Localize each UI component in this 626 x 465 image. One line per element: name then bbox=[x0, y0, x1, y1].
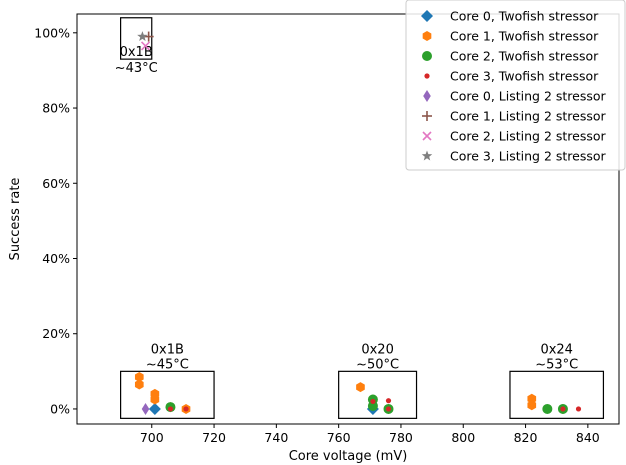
data-point bbox=[575, 406, 582, 412]
legend: Core 0, Twofish stressor Core 1, Twofish … bbox=[405, 0, 626, 171]
annotation-group: 0x1B~43°C bbox=[115, 17, 158, 76]
legend-frame bbox=[405, 0, 626, 171]
annotation-label: 0x1B bbox=[151, 342, 184, 357]
data-point bbox=[134, 371, 144, 382]
legend-entry: Core 1, Twofish stressor bbox=[422, 29, 599, 44]
x-axis-label: Core voltage (mV) bbox=[289, 449, 408, 464]
legend-entry: Core 1, Listing 2 stressor bbox=[422, 109, 607, 124]
y-tick-label: 80% bbox=[42, 101, 70, 116]
data-point bbox=[148, 402, 161, 415]
annotation-label: 0x24 bbox=[540, 342, 573, 357]
x-tick-label: 760 bbox=[327, 430, 351, 445]
annotation-temperature: ~53°C bbox=[535, 357, 578, 372]
legend-entry: Core 3, Twofish stressor bbox=[424, 69, 599, 84]
x-axis: 700 720 740 760 780 800 820 840 bbox=[140, 424, 600, 445]
x-tick-label: 840 bbox=[576, 430, 600, 445]
legend-marker bbox=[421, 150, 433, 161]
x-tick-label: 740 bbox=[264, 430, 288, 445]
annotation-box bbox=[509, 370, 605, 419]
legend-label: Core 3, Twofish stressor bbox=[450, 69, 599, 84]
legend-label: Core 0, Twofish stressor bbox=[450, 9, 599, 24]
legend-entry: Core 2, Twofish stressor bbox=[422, 49, 599, 64]
data-point bbox=[527, 393, 537, 404]
legend-label: Core 1, Twofish stressor bbox=[450, 29, 599, 44]
legend-marker bbox=[422, 131, 432, 141]
annotation-box bbox=[338, 370, 418, 419]
y-tick-label: 60% bbox=[42, 176, 70, 191]
data-point bbox=[167, 406, 174, 412]
legend-entry: Core 0, Listing 2 stressor bbox=[423, 89, 607, 104]
series bbox=[134, 371, 568, 414]
legend-label: Core 3, Listing 2 stressor bbox=[450, 149, 607, 164]
legend-label: Core 2, Twofish stressor bbox=[450, 49, 599, 64]
data-point bbox=[542, 403, 553, 414]
data-point bbox=[183, 406, 189, 412]
legend-marker bbox=[423, 90, 431, 102]
annotation-group: 0x20~50°C bbox=[338, 342, 418, 419]
legend-entry: Core 3, Listing 2 stressor bbox=[421, 149, 607, 164]
series bbox=[137, 31, 148, 42]
annotation-temperature: ~50°C bbox=[356, 357, 399, 372]
legend-marker bbox=[421, 10, 433, 22]
series bbox=[167, 398, 582, 412]
plot-frame bbox=[76, 13, 620, 425]
annotation-label: 0x1B bbox=[120, 45, 153, 60]
data-point bbox=[141, 402, 150, 415]
legend-marker bbox=[422, 111, 432, 121]
data-point bbox=[367, 400, 378, 411]
y-tick-label: 20% bbox=[42, 326, 70, 341]
data-point bbox=[137, 31, 148, 42]
y-axis-label: Success rate bbox=[8, 178, 23, 261]
x-tick-label: 800 bbox=[451, 430, 475, 445]
y-tick-label: 40% bbox=[42, 251, 70, 266]
legend-marker bbox=[424, 73, 430, 79]
legend-label: Core 2, Listing 2 stressor bbox=[450, 129, 607, 144]
legend-entry: Core 2, Listing 2 stressor bbox=[422, 129, 607, 144]
legend-label: Core 0, Listing 2 stressor bbox=[450, 89, 607, 104]
x-tick-label: 780 bbox=[389, 430, 413, 445]
y-tick-label: 0% bbox=[50, 401, 70, 416]
x-tick-label: 720 bbox=[202, 430, 226, 445]
annotation-temperature: ~43°C bbox=[115, 61, 158, 76]
legend-marker bbox=[422, 31, 432, 41]
annotation-group: 0x24~53°C bbox=[509, 342, 605, 419]
data-point bbox=[370, 398, 376, 405]
annotation-box bbox=[120, 370, 215, 419]
y-tick-label: 100% bbox=[34, 25, 70, 40]
legend-marker bbox=[422, 51, 432, 61]
series bbox=[140, 41, 151, 51]
data-point bbox=[134, 379, 144, 390]
data-point bbox=[385, 406, 392, 412]
data-point bbox=[140, 41, 151, 51]
legend-label: Core 1, Listing 2 stressor bbox=[450, 109, 607, 124]
data-point bbox=[560, 406, 566, 412]
annotation-temperature: ~45°C bbox=[146, 357, 189, 372]
data-point bbox=[150, 394, 160, 405]
annotation-group: 0x1B~45°C bbox=[120, 342, 215, 419]
data-point bbox=[385, 398, 392, 404]
x-tick-label: 820 bbox=[514, 430, 538, 445]
series bbox=[141, 402, 150, 415]
data-point bbox=[356, 382, 365, 393]
marker-layer bbox=[134, 31, 582, 415]
x-tick-label: 700 bbox=[140, 430, 164, 445]
legend-entry: Core 0, Twofish stressor bbox=[421, 9, 599, 24]
annotation-box bbox=[120, 17, 153, 60]
data-point bbox=[527, 400, 537, 411]
series bbox=[165, 394, 568, 414]
y-axis: 0% 20% 40% 60% 80% 100% bbox=[34, 25, 77, 416]
annotation-label: 0x20 bbox=[361, 342, 394, 357]
